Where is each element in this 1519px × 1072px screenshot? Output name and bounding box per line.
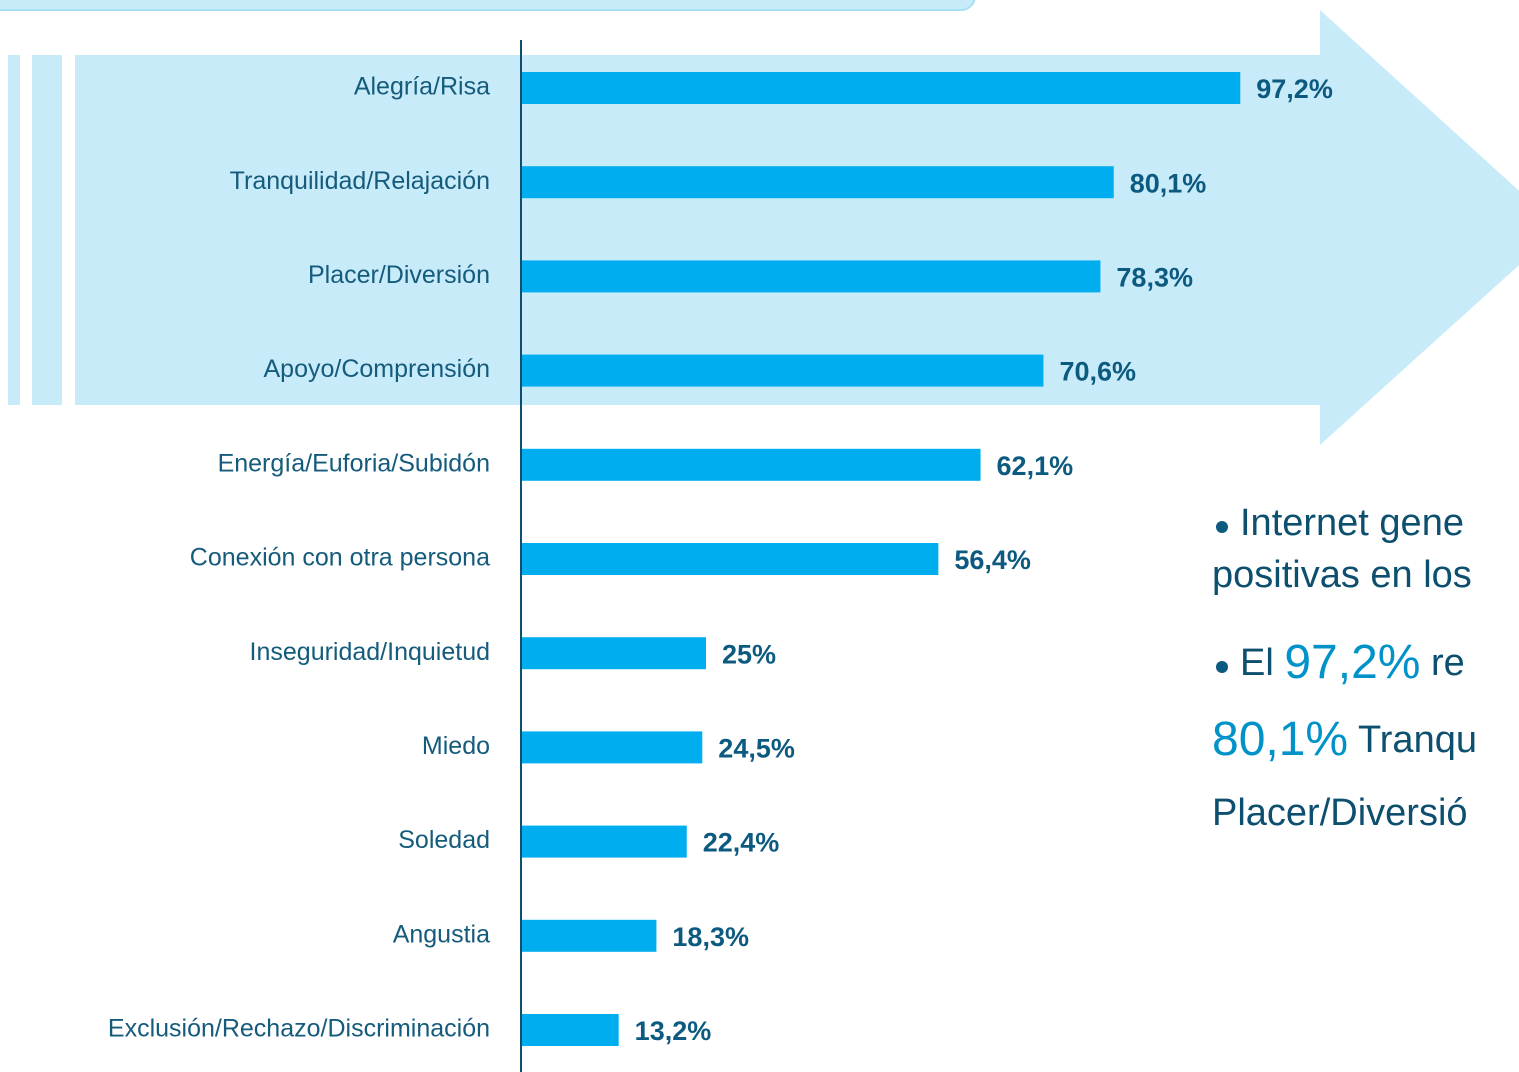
top-band [0,0,976,11]
note-line: Internet gene [1240,502,1464,544]
category-label: Placer/Diversión [308,261,490,289]
bar [521,448,981,481]
bar [521,72,1241,104]
bar [521,731,703,764]
category-label: Miedo [422,732,490,760]
category-label: Inseguridad/Inquietud [250,638,490,666]
value-label: 62,1% [997,451,1074,481]
note-highlight: 97,2% [1284,636,1420,689]
arrow-background [75,10,1519,445]
category-label: Apoyo/Comprensión [263,355,490,383]
note-line: 80,1% Tranqu [1212,713,1477,766]
value-label: 78,3% [1116,263,1193,293]
category-label: Exclusión/Rechazo/Discriminación [108,1015,490,1043]
note-line: positivas en los [1212,554,1472,596]
note-text: Placer/Diversió [1212,792,1468,834]
note-text: positivas en los [1212,554,1472,596]
bar [521,825,687,858]
category-label: Alegría/Risa [354,73,490,101]
value-label: 22,4% [703,828,780,858]
value-label: 70,6% [1059,357,1136,387]
value-label: 18,3% [672,922,749,952]
bar [521,543,939,575]
category-label: Angustia [393,920,490,948]
value-label: 24,5% [718,734,795,764]
category-label: Soledad [398,826,490,854]
note-line: El 97,2% re [1240,636,1465,689]
note-text: Internet gene [1240,502,1464,544]
bar [521,637,706,670]
note-line: Placer/Diversió [1212,792,1468,834]
stripe [32,55,62,405]
value-label: 13,2% [635,1016,712,1046]
note-text: re [1420,642,1464,684]
bar [521,260,1101,293]
note-text: El [1240,642,1284,684]
bullet [1216,521,1228,533]
note-highlight: 80,1% [1212,713,1348,766]
value-label: 80,1% [1130,168,1207,198]
bar [521,166,1114,199]
bullet [1216,661,1228,673]
bar [521,919,657,952]
value-label: 25% [722,639,776,669]
value-label: 56,4% [954,545,1031,575]
stripe [8,55,20,405]
bar [521,354,1044,387]
category-label: Tranquilidad/Relajación [230,167,490,195]
category-label: Conexión con otra persona [190,544,490,572]
bar [521,1014,619,1046]
value-label: 97,2% [1256,74,1333,104]
note-text: Tranqu [1348,719,1477,761]
category-label: Energía/Euforia/Subidón [218,449,490,477]
